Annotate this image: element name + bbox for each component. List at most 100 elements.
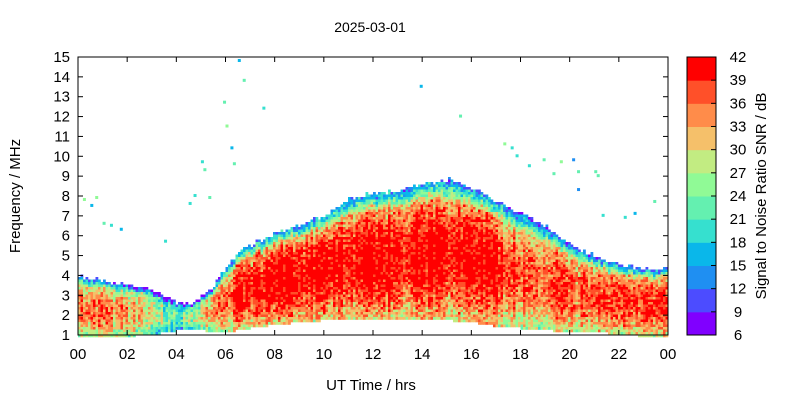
heatmap-cell xyxy=(338,292,341,295)
heatmap-cell xyxy=(443,194,446,198)
heatmap-cell xyxy=(425,199,429,203)
heatmap-cell xyxy=(375,214,379,218)
heatmap-cell xyxy=(433,184,436,188)
heatmap-cell xyxy=(373,299,376,303)
heatmap-cell xyxy=(355,217,359,220)
heatmap-cell xyxy=(318,319,321,323)
heatmap-cell xyxy=(313,299,316,303)
heatmap-cell xyxy=(280,317,284,320)
heatmap-cell xyxy=(355,282,359,285)
heatmap-cell xyxy=(85,284,89,288)
heatmap-cell xyxy=(440,179,444,183)
heatmap-cell xyxy=(175,324,179,328)
heatmap-cell xyxy=(115,289,119,293)
heatmap-cell xyxy=(413,209,416,213)
heatmap-cell xyxy=(320,222,324,225)
heatmap-cell xyxy=(93,329,96,333)
heatmap-cell xyxy=(435,197,439,200)
heatmap-cell xyxy=(115,332,119,335)
heatmap-cell xyxy=(333,309,336,313)
heatmap-cell xyxy=(418,259,421,263)
heatmap-cell xyxy=(425,184,429,188)
heatmap-cell xyxy=(248,294,251,298)
heatmap-cell xyxy=(380,207,384,210)
heatmap-cell xyxy=(300,312,304,315)
heatmap-cell xyxy=(368,232,371,235)
heatmap-cell xyxy=(355,247,359,250)
heatmap-cell xyxy=(313,222,316,225)
heatmap-cell xyxy=(420,232,424,235)
heatmap-cell xyxy=(395,194,399,198)
heatmap-cell xyxy=(108,289,111,293)
heatmap-cell xyxy=(388,297,391,300)
heatmap-cell xyxy=(405,202,409,205)
heatmap-cell xyxy=(333,269,336,273)
heatmap-cell xyxy=(133,292,136,295)
heatmap-cell xyxy=(135,322,139,325)
heatmap-cell xyxy=(323,237,326,240)
heatmap-cell xyxy=(365,269,369,273)
heatmap-cell xyxy=(415,197,419,200)
heatmap-cell xyxy=(365,317,369,320)
heatmap-cell xyxy=(430,287,434,290)
heatmap-cell xyxy=(430,292,434,295)
heatmap-cell xyxy=(428,184,431,188)
heatmap-cell xyxy=(248,287,251,290)
heatmap-cell xyxy=(343,229,346,233)
heatmap-cell xyxy=(238,324,241,328)
heatmap-cell xyxy=(288,274,291,278)
heatmap-cell xyxy=(430,314,434,318)
heatmap-cell xyxy=(225,304,229,308)
heatmap-cell xyxy=(213,329,216,333)
heatmap-cell xyxy=(448,189,451,193)
heatmap-cell xyxy=(333,292,336,295)
heatmap-cell xyxy=(430,209,434,213)
heatmap-cell xyxy=(445,304,449,308)
heatmap-cell xyxy=(308,252,311,255)
heatmap-cell xyxy=(115,307,119,310)
heatmap-cell xyxy=(398,207,401,210)
heatmap-cell xyxy=(115,319,119,323)
heatmap-cell xyxy=(223,284,226,288)
heatmap-cell xyxy=(333,262,336,265)
heatmap-cell xyxy=(405,284,409,288)
heatmap-cell xyxy=(245,324,249,328)
heatmap-cell xyxy=(288,269,291,273)
heatmap-cell xyxy=(210,319,214,323)
heatmap-cell xyxy=(380,287,384,290)
heatmap-cell xyxy=(205,299,209,303)
heatmap-cell xyxy=(230,289,234,293)
heatmap-cell xyxy=(360,227,364,230)
heatmap-cell xyxy=(240,312,244,315)
heatmap-cell xyxy=(385,217,389,220)
heatmap-cell xyxy=(275,232,279,235)
heatmap-cell xyxy=(435,204,439,208)
heatmap-cell xyxy=(405,189,409,193)
heatmap-cell xyxy=(163,327,166,330)
heatmap-cell xyxy=(435,254,439,258)
heatmap-cell xyxy=(265,242,269,245)
heatmap-cell xyxy=(420,207,424,210)
heatmap-cell xyxy=(178,327,181,330)
heatmap-cell xyxy=(413,194,416,198)
heatmap-cell xyxy=(215,314,219,318)
heatmap-cell xyxy=(390,209,394,213)
heatmap-cell xyxy=(363,274,366,278)
heatmap-cell xyxy=(345,284,349,288)
heatmap-cell xyxy=(333,297,336,300)
heatmap-cell xyxy=(100,329,104,333)
heatmap-cell xyxy=(340,284,344,288)
heatmap-cell xyxy=(423,237,426,240)
heatmap-cell xyxy=(243,287,246,290)
heatmap-cell xyxy=(238,314,241,318)
heatmap-cell xyxy=(413,217,416,220)
heatmap-cell xyxy=(390,302,394,305)
heatmap-cell xyxy=(303,242,306,245)
heatmap-cell xyxy=(235,254,239,258)
heatmap-cell xyxy=(345,224,349,228)
heatmap-cell xyxy=(143,292,146,295)
heatmap-cell xyxy=(295,254,299,258)
heatmap-cell xyxy=(378,274,381,278)
heatmap-cell xyxy=(400,244,404,248)
heatmap-cell xyxy=(430,242,434,245)
